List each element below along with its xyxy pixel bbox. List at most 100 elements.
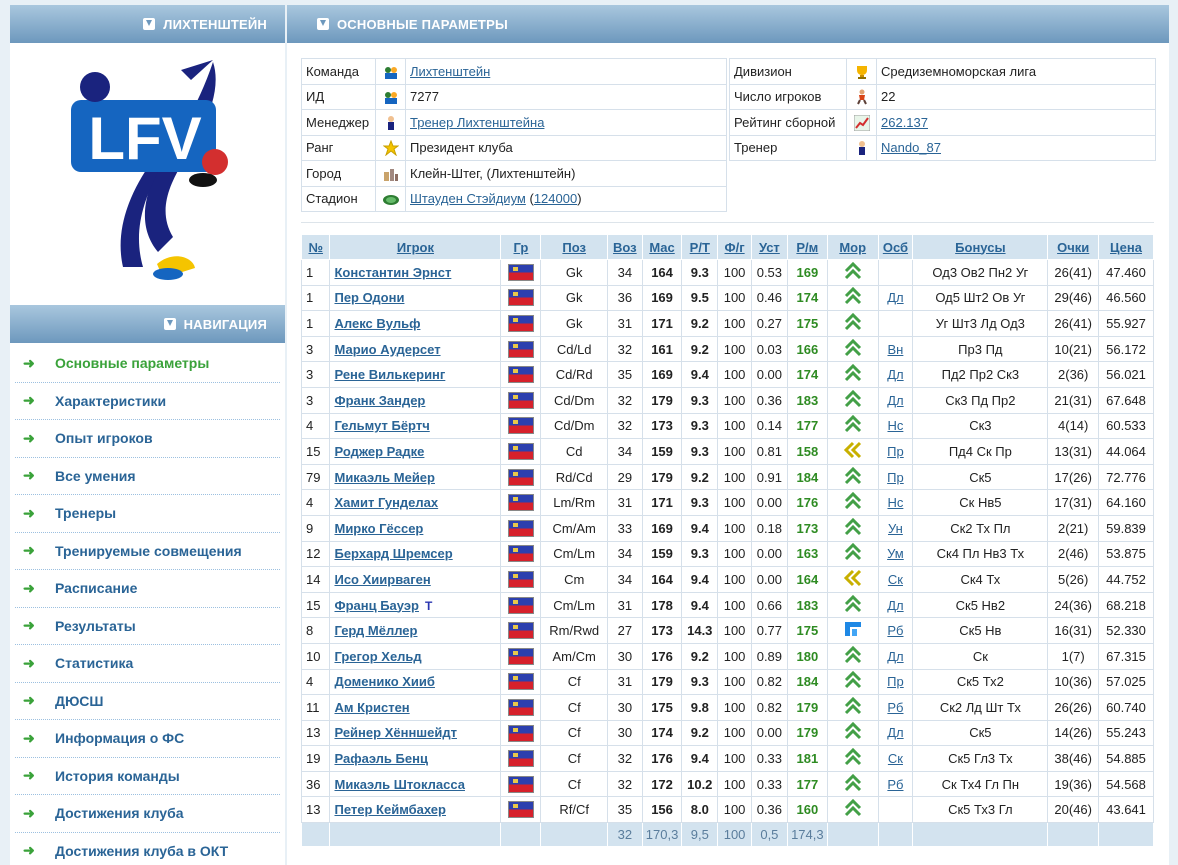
player-special-link[interactable]: Пр bbox=[887, 469, 904, 485]
player-name-link[interactable]: Берхард Шремсер bbox=[334, 546, 453, 562]
player-age: 31 bbox=[606, 310, 643, 337]
nav-item[interactable]: ➜ Тренеры bbox=[15, 495, 280, 533]
team-link[interactable]: Лихтенштейн bbox=[410, 63, 491, 79]
column-header[interactable]: Цена bbox=[1098, 234, 1154, 260]
team-info-table: Команда Лихтенштейн ИД 7277 Менеджер Тре… bbox=[301, 58, 727, 212]
nav-item[interactable]: ➜ Все умения bbox=[15, 458, 280, 495]
nav-item[interactable]: ➜ Характеристики bbox=[15, 383, 280, 420]
player-name-link[interactable]: Рафаэль Бенц bbox=[334, 751, 428, 767]
player-number: 4 bbox=[300, 412, 331, 440]
nav-item[interactable]: ➜ Достижения клуба bbox=[15, 795, 280, 833]
player-special-link[interactable]: Ск bbox=[887, 571, 903, 587]
player-name-link[interactable]: Марио Аудерсет bbox=[334, 341, 441, 357]
player-special-link[interactable]: Дл bbox=[887, 367, 904, 383]
nav-item[interactable]: ➜ Расписание bbox=[15, 570, 280, 608]
column-header[interactable]: Бонусы bbox=[912, 234, 1049, 260]
player-fitness: 100 bbox=[717, 335, 752, 363]
player-age: 36 bbox=[606, 284, 643, 312]
player-special-link[interactable]: Вн bbox=[887, 341, 904, 357]
player-name-link[interactable]: Хамит Гунделах bbox=[334, 495, 439, 511]
player-name-link[interactable]: Пер Одони bbox=[334, 290, 405, 306]
collapse-icon[interactable] bbox=[143, 18, 156, 30]
nav-item-label: История команды bbox=[55, 767, 180, 784]
player-special-link[interactable]: Дл bbox=[887, 392, 904, 408]
player-special-link[interactable]: Ск bbox=[887, 751, 903, 767]
player-special-link[interactable]: Рб bbox=[887, 776, 904, 792]
stadium-link[interactable]: Штауден Стэйдиум bbox=[410, 191, 526, 207]
column-header[interactable]: Поз bbox=[540, 234, 608, 260]
player-points: 10(21) bbox=[1047, 335, 1100, 363]
nav-item[interactable]: ➜ Статистика bbox=[15, 645, 280, 683]
player-special-link[interactable]: Дл bbox=[887, 290, 904, 306]
morale-up-icon bbox=[843, 594, 863, 616]
player-name-link[interactable]: Франц Бауэр bbox=[334, 597, 419, 613]
player-name-link[interactable]: Петер Кеймбахер bbox=[334, 802, 446, 818]
column-header[interactable]: Осб bbox=[877, 234, 914, 260]
collapse-icon[interactable] bbox=[163, 318, 176, 330]
player-name-link[interactable]: Рене Вилькеринг bbox=[334, 367, 446, 383]
player-name-link[interactable]: Герд Мёллер bbox=[334, 623, 418, 639]
stadium-capacity-link[interactable]: 124000 bbox=[533, 191, 578, 207]
nav-item[interactable]: ➜ Тренируемые совмещения bbox=[15, 533, 280, 570]
player-points: 20(46) bbox=[1047, 796, 1100, 824]
player-name-link[interactable]: Ам Кристен bbox=[334, 699, 410, 715]
player-name-link[interactable]: Грегор Хельд bbox=[334, 648, 422, 664]
player-name-link[interactable]: Алекс Вульф bbox=[334, 315, 421, 331]
column-header[interactable]: Р/Т bbox=[681, 234, 719, 260]
player-name-link[interactable]: Микаэль Штокласса bbox=[334, 776, 465, 792]
column-header[interactable]: Гр bbox=[500, 234, 542, 260]
manager-link[interactable]: Тренер Лихтенштейна bbox=[410, 114, 545, 130]
nav-item-label: Статистика bbox=[55, 655, 134, 672]
flag-icon bbox=[507, 366, 534, 384]
nav-item[interactable]: ➜ История команды bbox=[15, 758, 280, 795]
player-special-link[interactable]: Рб bbox=[887, 623, 904, 639]
coach-link[interactable]: Nando_87 bbox=[881, 140, 941, 156]
nav-item[interactable]: ➜ Результаты bbox=[15, 608, 280, 645]
player-name-link[interactable]: Франк Зандер bbox=[334, 392, 426, 408]
player-name-link[interactable]: Доменико Хииб bbox=[334, 674, 435, 690]
column-header[interactable]: № bbox=[300, 234, 331, 260]
flag-icon bbox=[507, 263, 534, 281]
nav-item[interactable]: ➜ ДЮСШ bbox=[15, 683, 280, 720]
player-points: 17(26) bbox=[1047, 463, 1100, 491]
column-header[interactable]: Игрок bbox=[329, 234, 502, 260]
player-points: 2(36) bbox=[1047, 361, 1100, 388]
player-fitness: 100 bbox=[717, 412, 752, 440]
player-name-link[interactable]: Роджер Радке bbox=[334, 443, 425, 459]
flag-icon bbox=[507, 391, 534, 409]
nav-item[interactable]: ➜ Информация о ФС bbox=[15, 720, 280, 758]
column-header[interactable]: Ф/г bbox=[717, 234, 752, 260]
column-header[interactable]: Мас bbox=[641, 234, 683, 260]
nav-item[interactable]: ➜ Достижения клуба в ОКТ bbox=[15, 833, 280, 865]
player-special-link[interactable]: Дл bbox=[887, 597, 904, 613]
player-name-link[interactable]: Рейнер Хённшейдт bbox=[334, 725, 457, 741]
table-row: 12 Берхард Шремсер Cm/Lm 34 159 9.3 100 0.00 163… bbox=[300, 540, 1154, 568]
column-header[interactable]: Мор bbox=[826, 234, 879, 260]
player-special-link[interactable]: Нс bbox=[887, 495, 904, 511]
player-special-link[interactable]: Ун bbox=[888, 520, 903, 536]
column-header[interactable]: Воз bbox=[606, 234, 643, 260]
player-special-link[interactable]: Рб bbox=[887, 699, 904, 715]
player-special-link[interactable]: Ум bbox=[887, 546, 904, 562]
player-name-link[interactable]: Гельмут Бёртч bbox=[334, 418, 430, 434]
player-rt: 9.3 bbox=[681, 668, 719, 696]
column-header[interactable]: Очки bbox=[1047, 234, 1100, 260]
nav-item[interactable]: ➜ Основные параметры bbox=[15, 345, 280, 383]
player-name-link[interactable]: Константин Эрнст bbox=[334, 264, 452, 280]
nav-item[interactable]: ➜ Опыт игроков bbox=[15, 420, 280, 458]
rating-link[interactable]: 262.137 bbox=[881, 114, 928, 130]
player-special-link[interactable]: Пр bbox=[887, 443, 904, 459]
coach-icon bbox=[854, 140, 870, 156]
logo-text: LFV bbox=[88, 105, 201, 172]
player-name-link[interactable]: Микаэль Мейер bbox=[334, 469, 435, 485]
player-special-link[interactable]: Дл bbox=[887, 648, 904, 664]
collapse-icon[interactable] bbox=[317, 18, 329, 30]
player-special-link[interactable]: Пр bbox=[887, 674, 904, 690]
column-header[interactable]: Уст bbox=[750, 234, 788, 260]
player-name-link[interactable]: Мирко Гёссер bbox=[334, 520, 424, 536]
player-special-link[interactable]: Дл bbox=[887, 725, 904, 741]
player-rt: 9.2 bbox=[681, 642, 719, 670]
column-header[interactable]: Р/м bbox=[786, 234, 828, 260]
player-name-link[interactable]: Исо Хиирваген bbox=[334, 571, 431, 587]
player-special-link[interactable]: Нс bbox=[887, 418, 904, 434]
